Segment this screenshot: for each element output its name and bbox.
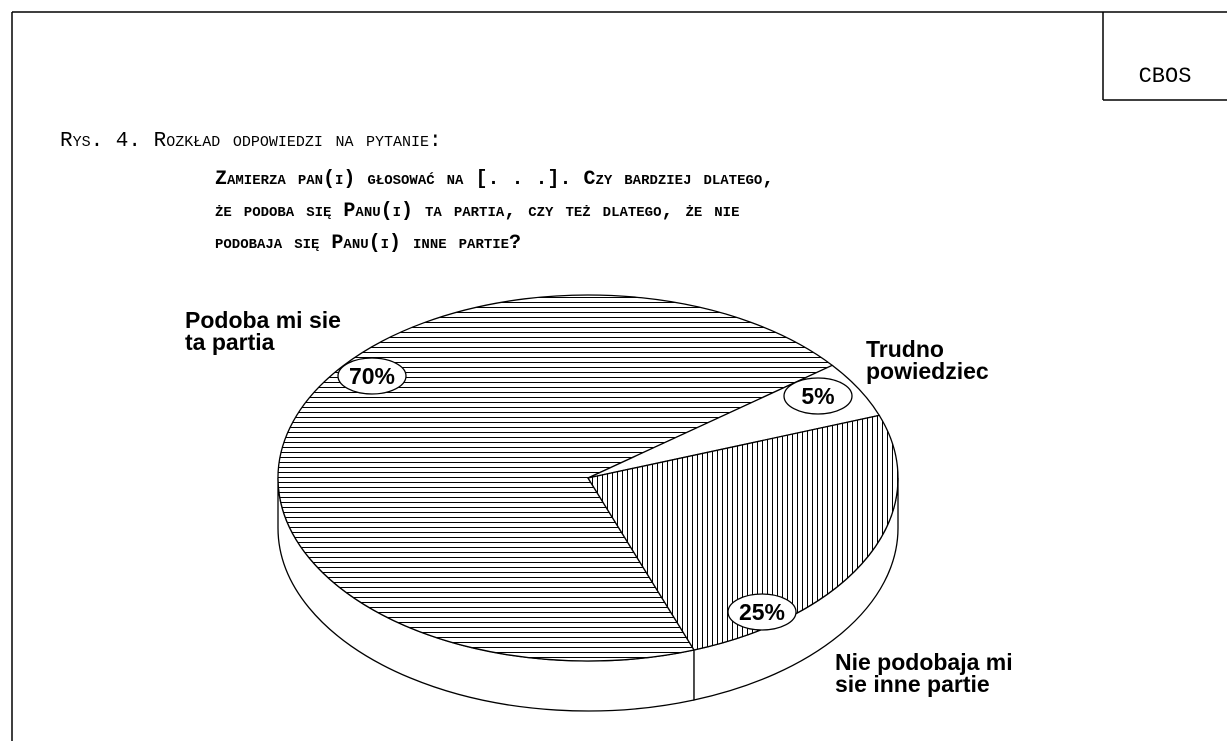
subtitle: Zamierza pan(i) głosować na [. . .]. Czy… bbox=[215, 168, 774, 255]
pie-slice bbox=[586, 414, 899, 651]
chart-title: Rys. 4. Rozkład odpowiedzi na pytanie: bbox=[60, 130, 442, 153]
value-label-bubble bbox=[783, 377, 853, 415]
value-label-bubble bbox=[337, 357, 407, 395]
value-label-bubble bbox=[727, 593, 797, 631]
category-label: sie inne partie bbox=[835, 671, 990, 697]
category-label: powiedziec bbox=[866, 358, 989, 384]
value-label: 70% bbox=[349, 363, 395, 389]
subtitle-line: że podoba się Panu(i) ta partia, czy też… bbox=[215, 200, 740, 223]
category-label: Nie podobaja mi bbox=[835, 649, 1013, 675]
category-label: Trudno bbox=[866, 336, 944, 362]
source: CBOS bbox=[1139, 64, 1192, 89]
pie-slice bbox=[277, 294, 834, 662]
subtitle-line: podobaja się Panu(i) inne partie? bbox=[215, 232, 521, 255]
value-label: 5% bbox=[801, 383, 834, 409]
category-label: Podoba mi sie bbox=[185, 307, 341, 333]
subtitle-line: Zamierza pan(i) głosować na [. . .]. Czy… bbox=[215, 168, 774, 191]
value-label: 25% bbox=[739, 599, 785, 625]
category-label: ta partia bbox=[185, 329, 275, 355]
